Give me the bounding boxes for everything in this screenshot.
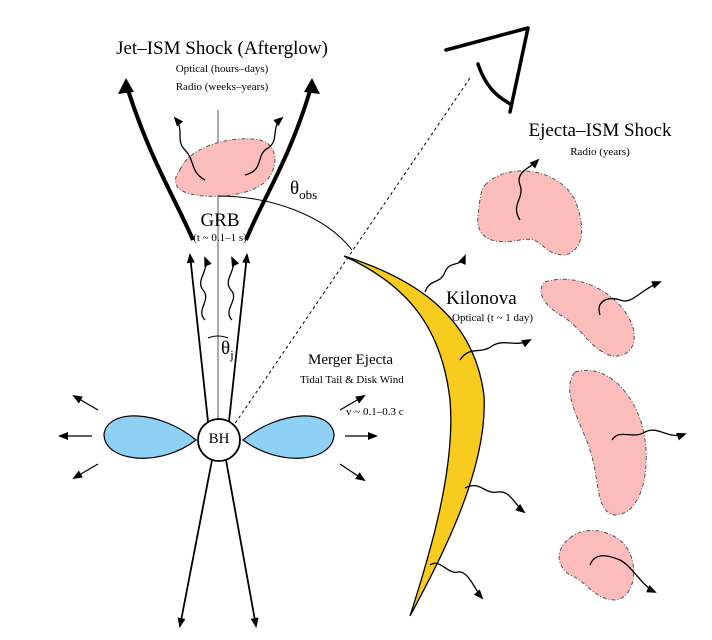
torus-right [242,415,335,459]
jet-boundary-curves [124,83,314,241]
ejecta-shock-title: Ejecta–ISM Shock [528,120,672,141]
kilonova-photons [424,254,532,600]
ejecta-blob-4 [558,530,635,601]
jet-shock-blob [175,138,276,197]
jet-shock-title: Jet–ISM Shock (Afterglow) [116,38,328,59]
theta-j-subscript: j [230,346,234,362]
jet-right-arrowhead [304,78,320,94]
ejecta-blob-2 [540,278,635,357]
ejecta-blob-photons [515,158,687,593]
torus-left [103,415,197,459]
kilonova-optical: Optical (t ~ 1 day) [452,312,534,324]
grb-label: GRB [200,210,240,231]
observer-eye-icon [444,26,530,114]
bh-outflow-arrows [58,394,378,482]
jet-shock-photons [173,116,284,181]
ejecta-blob-1 [477,170,583,256]
merger-ejecta-title: Merger Ejecta [308,352,394,368]
grb-time: (t ~ 0.1–1 s) [193,232,247,244]
black-hole [197,418,241,462]
kilonova-label: Kilonova [446,288,517,309]
jet-cone-lower [177,459,259,628]
theta-obs-symbol: θ [290,178,300,199]
theta-j-label: θj [221,338,234,363]
merger-ejecta-sub: Tidal Tail & Disk Wind [300,374,404,386]
theta-obs-subscript: obs [299,186,318,202]
jet-left-arrowhead [118,78,134,94]
theta-obs-arc [217,195,353,251]
kilonova-ejecta-crescent [343,255,485,617]
theta-obs-label: θobs [290,178,317,203]
jet-cone-upper [186,253,251,441]
jet-shock-optical: Optical (hours–days) [175,63,269,75]
ejecta-shock-blobs [477,170,647,601]
ejecta-blob-3 [569,369,647,516]
bh-label: BH [208,431,230,447]
line-of-sight [231,77,471,429]
velocity-label: v ~ 0.1–0.3 c [346,406,404,418]
ejecta-shock-radio: Radio (years) [570,146,630,158]
grb-photons [199,256,240,321]
jet-shock-radio: Radio (weeks–years) [175,81,269,93]
theta-j-symbol: θ [221,338,231,359]
theta-j-arc [207,335,229,339]
